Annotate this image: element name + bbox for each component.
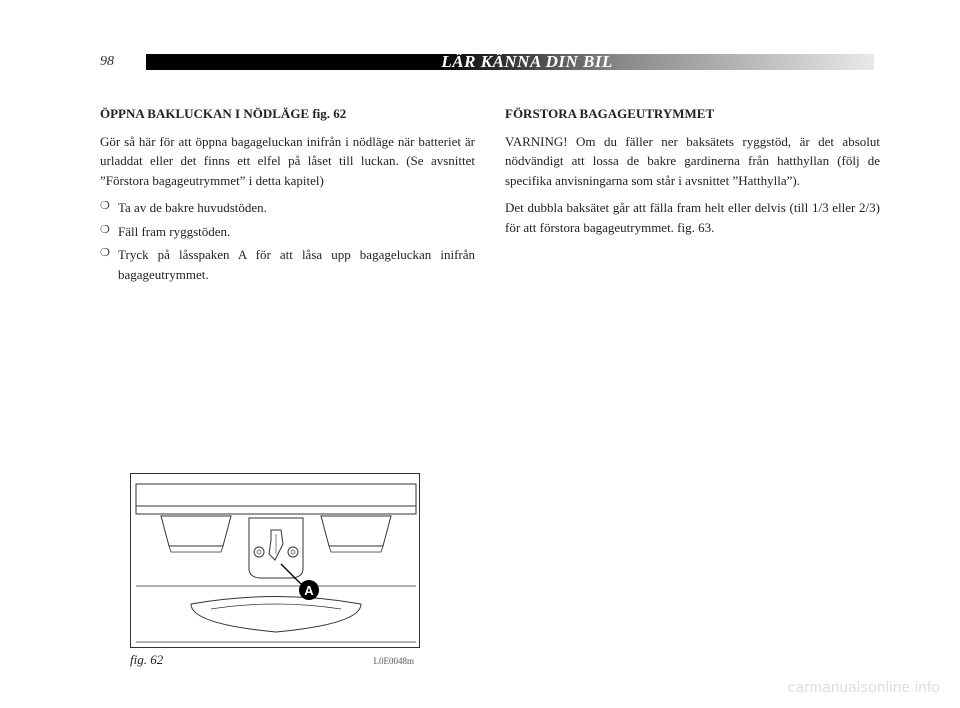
bullet-marker: ❍ <box>100 198 118 218</box>
right-para-2: Det dubbla baksätet går att fälla fram h… <box>505 198 880 237</box>
bullet-marker: ❍ <box>100 222 118 242</box>
header-title: LÄR KÄNNA DIN BIL <box>441 52 612 72</box>
page-number: 98 <box>100 54 140 70</box>
bullet-marker: ❍ <box>100 245 118 284</box>
figure-frame: A <box>130 473 420 648</box>
bullet-text: Fäll fram ryggstöden. <box>118 222 475 242</box>
latch-diagram: A <box>131 474 421 649</box>
bullet-item: ❍ Fäll fram ryggstöden. <box>100 222 475 242</box>
figure-code: L0E0048m <box>374 656 415 666</box>
figure-62: A fig. 62 L0E0048m <box>130 473 420 668</box>
left-intro: Gör så här för att öppna bagageluckan in… <box>100 132 475 191</box>
bullet-text: Tryck på låsspaken A för att låsa upp ba… <box>118 245 475 284</box>
watermark: carmanualsonline.info <box>788 679 940 696</box>
right-column: FÖRSTORA BAGAGEUTRYMMET VARNING! Om du f… <box>505 104 880 288</box>
bullet-item: ❍ Ta av de bakre huvudstöden. <box>100 198 475 218</box>
page: 98 LÄR KÄNNA DIN BIL ÖPPNA BAKLUCKAN I N… <box>0 0 960 708</box>
left-section-title: ÖPPNA BAKLUCKAN I NÖDLÄGE fig. 62 <box>100 104 475 124</box>
content-columns: ÖPPNA BAKLUCKAN I NÖDLÄGE fig. 62 Gör så… <box>100 104 880 288</box>
right-para-1: VARNING! Om du fäller ner baksätets rygg… <box>505 132 880 191</box>
left-column: ÖPPNA BAKLUCKAN I NÖDLÄGE fig. 62 Gör så… <box>100 104 475 288</box>
page-header: 98 LÄR KÄNNA DIN BIL <box>100 50 880 74</box>
figure-caption: fig. 62 <box>130 652 163 668</box>
bullet-item: ❍ Tryck på låsspaken A för att låsa upp … <box>100 245 475 284</box>
right-section-title: FÖRSTORA BAGAGEUTRYMMET <box>505 104 880 124</box>
header-gradient-bar: LÄR KÄNNA DIN BIL <box>146 54 874 70</box>
figure-label-a: A <box>304 583 314 598</box>
figure-caption-row: fig. 62 L0E0048m <box>130 652 420 668</box>
bullet-text: Ta av de bakre huvudstöden. <box>118 198 475 218</box>
